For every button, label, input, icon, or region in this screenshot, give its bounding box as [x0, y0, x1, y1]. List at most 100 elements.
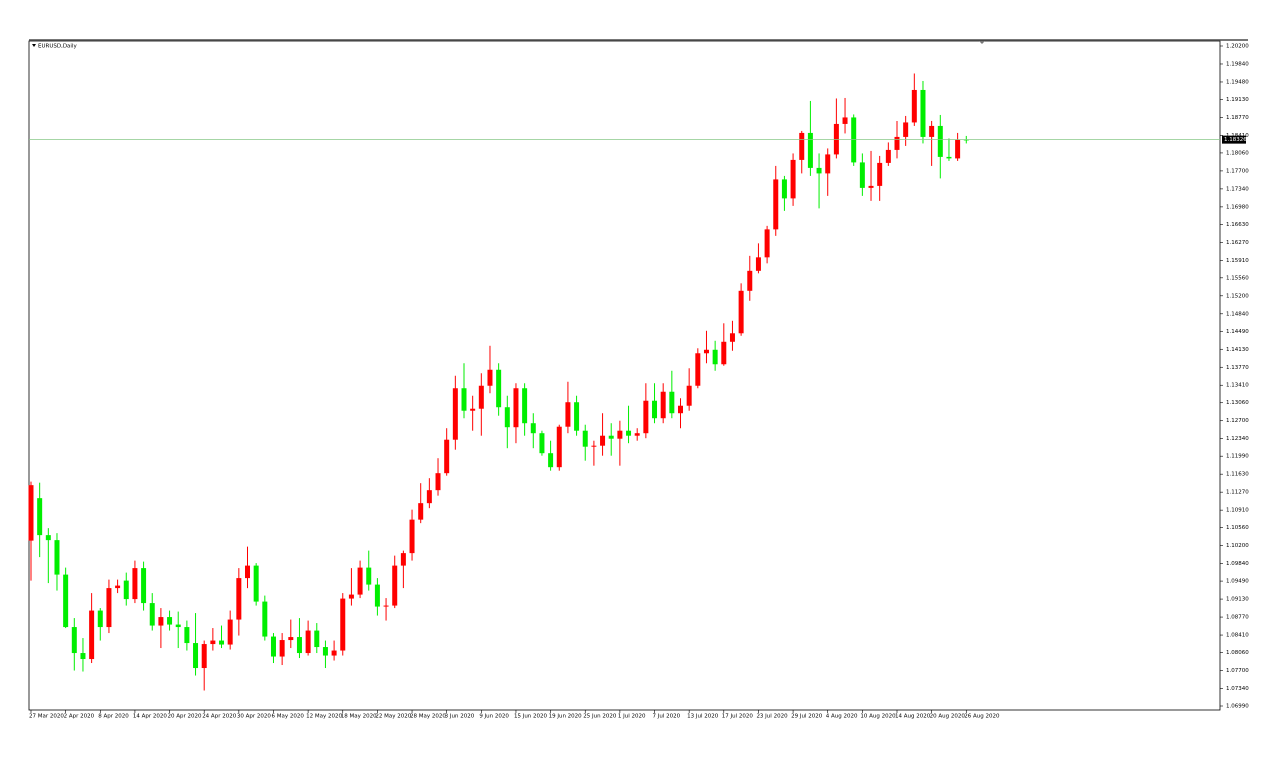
- candle-body: [400, 553, 406, 566]
- candle-body: [288, 637, 294, 641]
- x-tick-label: 24 Apr 2020: [202, 714, 237, 720]
- x-tick-label: 26 Aug 2020: [964, 714, 1000, 720]
- candle-body: [63, 574, 69, 628]
- candle-body: [461, 388, 467, 411]
- y-tick-label: 1.10560: [1226, 525, 1249, 531]
- x-tick-label: 23 Jul 2020: [756, 714, 788, 720]
- candle-body: [141, 568, 147, 604]
- candle-body: [374, 584, 380, 607]
- plot-frame: [28, 40, 1221, 711]
- x-tick-label: 12 May 2020: [306, 714, 342, 720]
- candle-body: [314, 630, 320, 648]
- shift-marker: [979, 41, 985, 44]
- candle-body: [712, 349, 718, 365]
- candle-body: [409, 519, 415, 554]
- candle-body: [357, 567, 363, 595]
- candle-body: [366, 567, 372, 585]
- x-tick-label: 17 Jul 2020: [722, 714, 754, 720]
- x-tick-label: 6 May 2020: [271, 714, 304, 720]
- candle-body: [504, 407, 510, 428]
- candle-body: [937, 125, 943, 157]
- y-tick-label: 1.20200: [1226, 43, 1249, 49]
- y-tick-label: 1.18770: [1226, 115, 1249, 121]
- candle-body: [825, 154, 831, 174]
- candle-body: [591, 445, 597, 447]
- x-tick-label: 3 Jun 2020: [445, 714, 475, 720]
- candle-body: [149, 603, 155, 626]
- candle-body: [236, 578, 242, 620]
- x-tick-label: 29 Jul 2020: [791, 714, 823, 720]
- candle-body: [28, 485, 34, 541]
- candle-body: [859, 162, 865, 188]
- candle-body: [548, 453, 554, 468]
- candle-body: [279, 640, 285, 657]
- candle-body: [703, 349, 709, 354]
- candle-body: [426, 490, 432, 504]
- candle-body: [738, 290, 744, 334]
- candle-body: [97, 610, 103, 628]
- x-tick-label: 19 Jun 2020: [549, 714, 583, 720]
- candle-body: [184, 627, 190, 644]
- y-tick-label: 1.08410: [1226, 633, 1249, 639]
- candle-body: [955, 139, 961, 159]
- candle-body: [617, 430, 623, 439]
- candle-body: [89, 610, 95, 660]
- y-tick-label: 1.08060: [1226, 650, 1249, 656]
- candle-body: [842, 117, 848, 124]
- candle-body: [626, 430, 632, 436]
- x-tick-label: 8 Apr 2020: [98, 714, 129, 720]
- chart-title: EURUSD,Daily: [38, 44, 77, 50]
- candle-body: [71, 627, 77, 654]
- candle-body: [885, 149, 891, 163]
- candle-body: [669, 391, 675, 414]
- candle-body: [686, 385, 692, 406]
- x-tick-label: 10 Aug 2020: [860, 714, 896, 720]
- x-tick-label: 15 Jun 2020: [514, 714, 548, 720]
- candle-body: [175, 624, 181, 628]
- y-tick-label: 1.14490: [1226, 329, 1249, 335]
- title-arrow: [32, 44, 36, 47]
- candle-body: [193, 643, 199, 669]
- candle-body: [816, 167, 822, 174]
- candle-body: [305, 630, 311, 654]
- y-tick-label: 1.08770: [1226, 615, 1249, 621]
- y-tick-label: 1.13410: [1226, 383, 1249, 389]
- y-tick-label: 1.19480: [1226, 79, 1249, 85]
- x-tick-label: 20 Apr 2020: [168, 714, 203, 720]
- candle-body: [37, 498, 43, 536]
- x-tick-label: 1 Jul 2020: [618, 714, 646, 720]
- candle-body: [348, 594, 354, 599]
- candle-body: [478, 385, 484, 409]
- candle-body: [946, 156, 952, 159]
- candle-body: [721, 341, 727, 365]
- candle-body: [747, 270, 753, 291]
- y-tick-label: 1.16980: [1226, 204, 1249, 210]
- candle-body: [755, 257, 761, 271]
- y-tick-label: 1.17700: [1226, 168, 1249, 174]
- current-price-label: 1.18326: [1224, 137, 1247, 143]
- y-tick-label: 1.18060: [1226, 150, 1249, 156]
- y-tick-label: 1.17340: [1226, 186, 1249, 192]
- y-tick-label: 1.10910: [1226, 508, 1249, 514]
- y-tick-label: 1.09490: [1226, 579, 1249, 585]
- candle-body: [340, 598, 346, 651]
- y-tick-label: 1.11270: [1226, 490, 1249, 496]
- candle-body: [807, 132, 813, 168]
- y-tick-label: 1.09840: [1226, 561, 1249, 567]
- candle-body: [565, 402, 571, 427]
- candle-body: [582, 430, 588, 447]
- candle-body: [539, 433, 545, 454]
- y-tick-label: 1.16270: [1226, 240, 1249, 246]
- x-tick-label: 9 Jun 2020: [479, 714, 509, 720]
- candle-body: [894, 136, 900, 150]
- candle-body: [106, 588, 112, 628]
- candle-body: [790, 159, 796, 199]
- candle-body: [903, 122, 909, 137]
- candle-body: [929, 125, 935, 137]
- candle-body: [45, 535, 51, 541]
- y-tick-label: 1.07340: [1226, 686, 1249, 692]
- x-tick-label: 27 Mar 2020: [29, 714, 64, 720]
- y-tick-label: 1.16630: [1226, 222, 1249, 228]
- candle-body: [833, 123, 839, 155]
